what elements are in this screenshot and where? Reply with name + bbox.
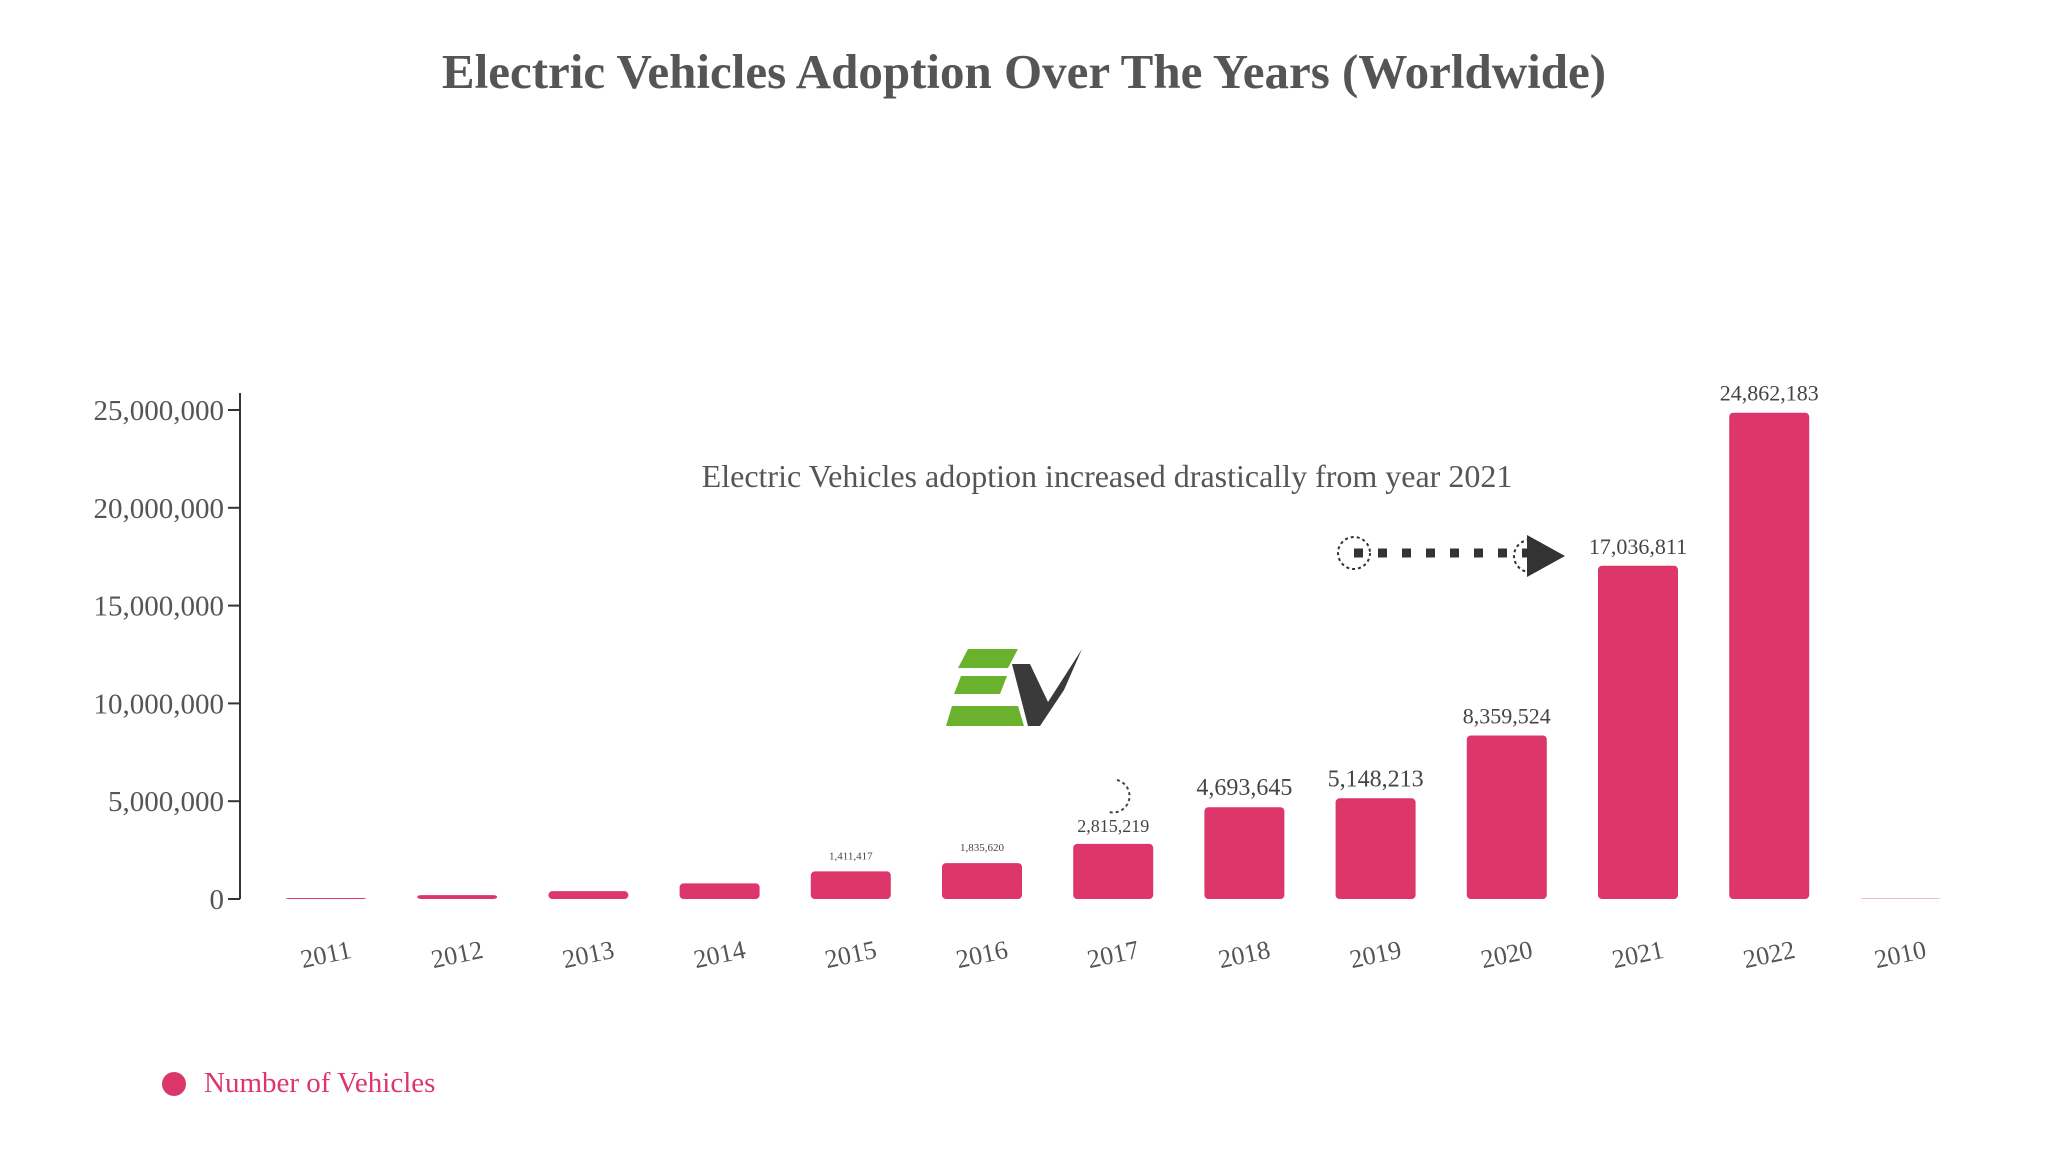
bar-2012[interactable] <box>417 895 498 899</box>
x-tick-label: 2019 <box>1347 935 1404 974</box>
data-label-2021: 17,036,811 <box>1589 534 1687 559</box>
y-tick-label: 15,000,000 <box>94 591 225 623</box>
legend-label: Number of Vehicles <box>204 1067 435 1099</box>
arrow-head-icon <box>1527 535 1565 577</box>
x-tick-label: 2021 <box>1609 935 1666 974</box>
x-tick-label: 2017 <box>1085 935 1142 974</box>
dashed-arc-icon <box>1108 779 1131 814</box>
annotation-text: Electric Vehicles adoption increased dra… <box>702 458 1513 494</box>
logo-stripe-middle <box>954 676 1007 694</box>
x-tick-label: 2013 <box>560 935 617 974</box>
logo-stripe-top <box>958 649 1018 668</box>
y-tick-label: 0 <box>210 884 225 916</box>
data-label-2020: 8,359,524 <box>1463 703 1551 728</box>
x-tick-label: 2012 <box>429 935 486 974</box>
bar-2018[interactable] <box>1204 807 1285 899</box>
bar-2013[interactable] <box>548 891 629 899</box>
bar-2015[interactable] <box>810 871 891 899</box>
bar-2017[interactable] <box>1073 843 1154 899</box>
bar-2022[interactable] <box>1729 412 1810 899</box>
data-label-2018: 4,693,645 <box>1196 775 1292 801</box>
y-axis-ticks: 0 5,000,000 10,000,000 15,000,000 20,000,000… <box>94 395 240 916</box>
bar-2010[interactable] <box>1860 898 1941 899</box>
arrow-start-dashed-circle <box>1337 536 1371 570</box>
bar-2016[interactable] <box>942 863 1022 899</box>
x-tick-label: 2016 <box>953 935 1010 974</box>
y-tick-label: 5,000,000 <box>108 786 224 818</box>
x-tick-label: 2020 <box>1478 935 1535 974</box>
x-tick-label: 2010 <box>1872 935 1929 974</box>
bar-2020[interactable] <box>1466 735 1547 899</box>
bar-2011[interactable] <box>286 898 366 899</box>
x-tick-label: 2011 <box>298 935 354 974</box>
y-tick-label: 20,000,000 <box>94 493 225 525</box>
logo-stripe-bottom <box>946 706 1024 726</box>
x-tick-label: 2022 <box>1741 935 1798 974</box>
bar-2021[interactable] <box>1598 565 1678 899</box>
logo-check-mark <box>1012 649 1082 726</box>
data-label-2015: 1,411,417 <box>829 850 873 862</box>
legend-marker <box>162 1072 186 1096</box>
data-label-2019: 5,148,213 <box>1328 766 1424 792</box>
ev-check-logo: EV <box>946 649 1082 726</box>
x-tick-label: 2018 <box>1216 935 1273 974</box>
bar-data-labels: 1,411,417 1,835,620 2,815,219 4,693,645 5,14… <box>829 381 1819 863</box>
data-label-2022: 24,862,183 <box>1720 381 1819 406</box>
y-tick-label: 25,000,000 <box>94 395 225 427</box>
x-tick-label: 2014 <box>691 935 748 974</box>
bar-series <box>286 412 1941 899</box>
y-axis: 0 5,000,000 10,000,000 15,000,000 20,000,000… <box>94 393 241 916</box>
chart-title: Electric Vehicles Adoption Over The Year… <box>442 44 1606 99</box>
data-label-2017: 2,815,219 <box>1077 816 1149 836</box>
x-tick-label: 2015 <box>822 935 879 974</box>
data-label-2016: 1,835,620 <box>960 842 1005 854</box>
x-axis-ticks: 2011 2012 2013 2014 2015 2016 2017 2018 2019 2020… <box>298 935 1929 974</box>
bar-2019[interactable] <box>1335 798 1416 899</box>
legend[interactable]: Number of Vehicles <box>162 1067 435 1099</box>
bar-2014[interactable] <box>679 883 760 899</box>
y-tick-label: 10,000,000 <box>94 688 225 720</box>
annotation-arrow <box>1337 535 1565 577</box>
